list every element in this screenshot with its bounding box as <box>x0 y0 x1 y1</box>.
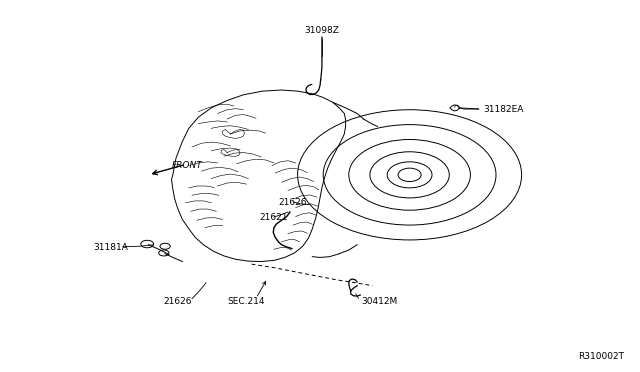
Text: 31181A: 31181A <box>93 243 127 252</box>
Text: 21626: 21626 <box>278 198 307 207</box>
Text: FRONT: FRONT <box>172 161 202 170</box>
Text: R310002T: R310002T <box>578 352 624 361</box>
Text: 31182EA: 31182EA <box>483 105 524 114</box>
Text: 21626: 21626 <box>163 297 192 306</box>
Text: SEC.214: SEC.214 <box>227 297 265 306</box>
Text: 21621: 21621 <box>259 213 288 222</box>
Text: 31098Z: 31098Z <box>305 26 339 35</box>
Text: 30412M: 30412M <box>362 297 398 306</box>
